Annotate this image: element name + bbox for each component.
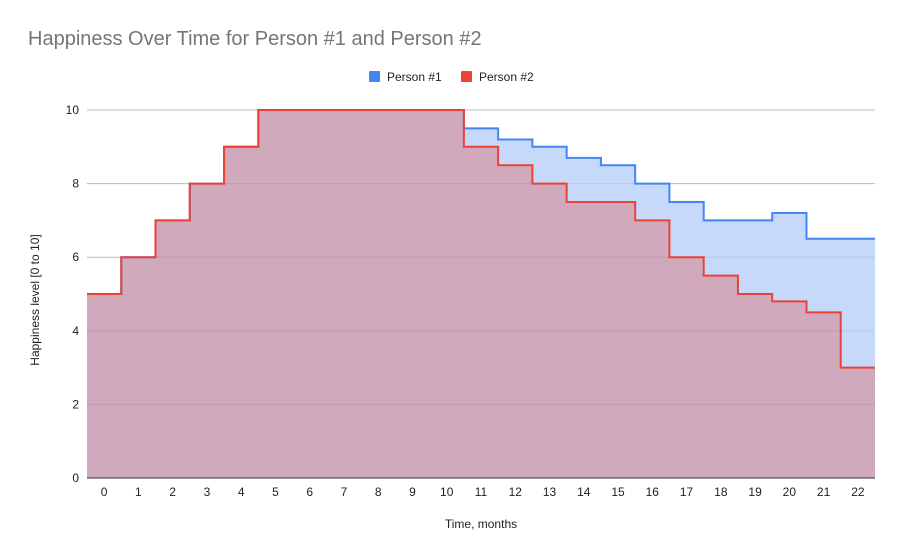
x-tick-label: 2 [169,485,176,499]
series-areas [87,109,875,478]
legend-swatch [369,71,380,82]
y-axis-title: Happiness level [0 to 10] [28,234,42,365]
x-tick-label: 20 [783,485,797,499]
x-tick-label: 13 [543,485,557,499]
x-tick-label: 0 [101,485,108,499]
legend-label: Person #2 [479,70,534,84]
x-tick-label: 1 [135,485,142,499]
x-tick-label: 19 [748,485,762,499]
y-tick-label: 0 [72,471,79,485]
y-tick-label: 6 [72,250,79,264]
series-lines [87,109,875,369]
legend-item-2[interactable]: Person #2 [461,70,534,84]
x-tick-label: 15 [611,485,625,499]
series-line-2 [87,109,875,369]
x-tick-label: 8 [375,485,382,499]
series-area-2 [87,110,875,478]
x-tick-label: 3 [204,485,211,499]
x-tick-label: 21 [817,485,831,499]
x-tick-label: 17 [680,485,694,499]
legend-item-1[interactable]: Person #1 [369,70,442,84]
x-tick-label: 11 [475,485,488,499]
y-tick-label: 10 [66,103,80,117]
x-tick-label: 5 [272,485,279,499]
legend-swatch [461,71,472,82]
legend[interactable]: Person #1 Person #2 [369,70,534,84]
x-tick-label: 14 [577,485,591,499]
x-tick-label: 22 [851,485,865,499]
x-tick-label: 10 [440,485,454,499]
x-tick-label: 6 [306,485,313,499]
x-tick-label: 16 [646,485,660,499]
x-axis-title: Time, months [445,517,517,531]
y-tick-label: 8 [72,177,79,191]
x-tick-label: 9 [409,485,416,499]
y-tick-label: 4 [72,324,79,338]
x-tick-label: 4 [238,485,245,499]
x-tick-label: 7 [341,485,348,499]
x-tick-label: 18 [714,485,728,499]
chart-title: Happiness Over Time for Person #1 and Pe… [28,28,482,50]
legend-label: Person #1 [387,70,442,84]
y-tick-label: 2 [72,397,79,411]
x-tick-label: 12 [509,485,523,499]
